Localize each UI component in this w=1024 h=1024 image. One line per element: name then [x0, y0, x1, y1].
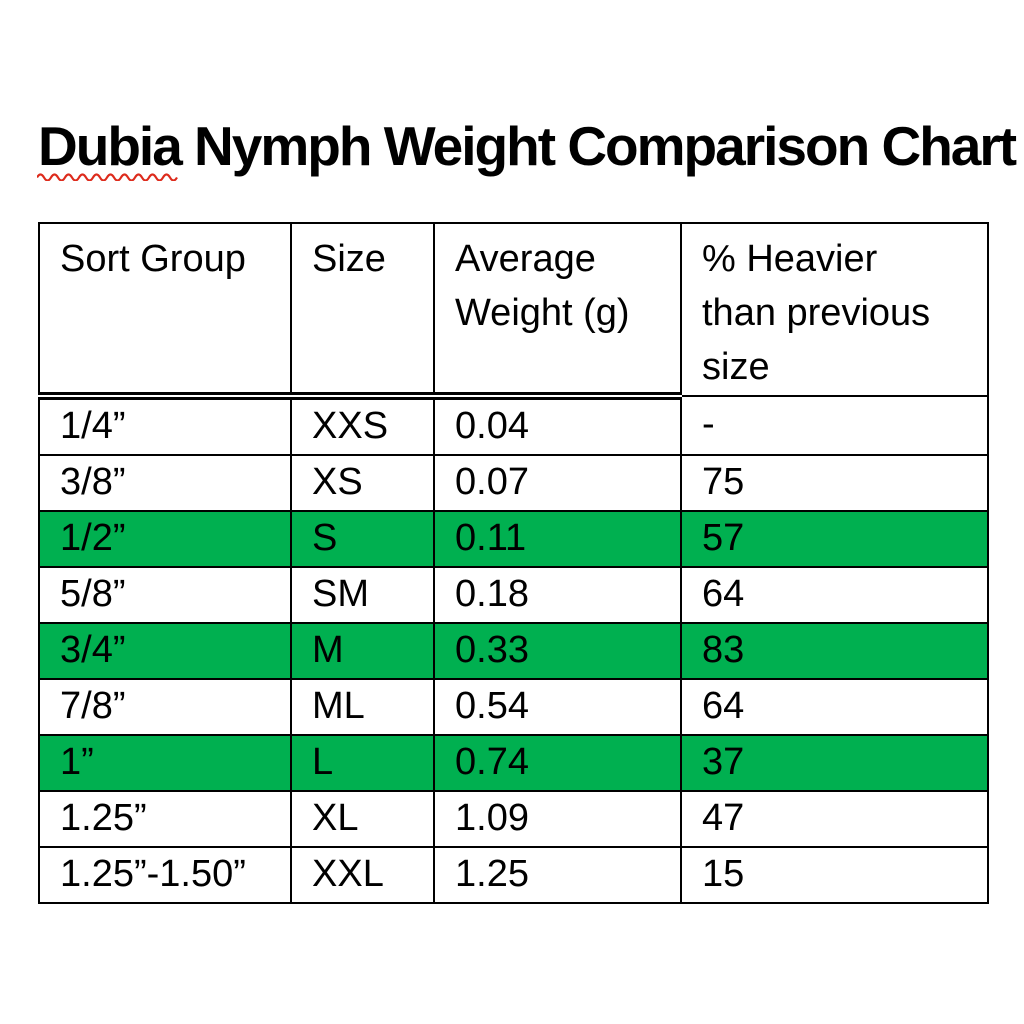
table-row: 1/2” S 0.11 57: [38, 509, 989, 568]
cell-sort-group: 7/8”: [38, 677, 292, 736]
cell-size: SM: [290, 565, 435, 624]
table-row: 1.25”-1.50” XXL 1.25 15: [38, 845, 989, 904]
cell-avg-weight: 0.33: [433, 621, 682, 680]
header-line: Weight (g): [455, 291, 630, 334]
cell-sort-group: 3/8”: [38, 453, 292, 512]
cell-avg-weight: 0.74: [433, 733, 682, 792]
cell-pct-heavier: 75: [680, 453, 989, 512]
header-line: % Heavier: [702, 238, 878, 280]
cell-sort-group: 1/4”: [38, 394, 292, 456]
cell-pct-heavier: -: [680, 394, 989, 456]
table-row: 7/8” ML 0.54 64: [38, 677, 989, 736]
table-row: 1/4” XXS 0.04 -: [38, 394, 989, 456]
cell-size: XXS: [290, 394, 435, 456]
cell-avg-weight: 0.18: [433, 565, 682, 624]
cell-avg-weight: 0.04: [433, 394, 682, 456]
col-header-average-weight: Average Weight (g): [433, 222, 682, 400]
cell-pct-heavier: 15: [680, 845, 989, 904]
cell-size: XXL: [290, 845, 435, 904]
cell-sort-group: 1.25”: [38, 789, 292, 848]
cell-avg-weight: 0.54: [433, 677, 682, 736]
header-line: size: [702, 345, 770, 388]
table-row: 3/8” XS 0.07 75: [38, 453, 989, 512]
cell-pct-heavier: 83: [680, 621, 989, 680]
cell-sort-group: 1/2”: [38, 509, 292, 568]
page-title: Dubia Nymph Weight Comparison Chart: [38, 115, 1017, 177]
spellcheck-squiggle-underline: [37, 173, 178, 181]
header-line: Size: [312, 238, 386, 280]
col-header-pct-heavier: % Heavier than previous size: [680, 222, 989, 397]
weight-comparison-table: Sort Group Size Average Weight (g) % Hea…: [38, 222, 989, 904]
cell-pct-heavier: 64: [680, 677, 989, 736]
cell-avg-weight: 1.09: [433, 789, 682, 848]
cell-sort-group: 1.25”-1.50”: [38, 845, 292, 904]
cell-size: L: [290, 733, 435, 792]
header-line: Average: [455, 238, 596, 280]
header-line: than previous: [702, 291, 931, 334]
cell-sort-group: 3/4”: [38, 621, 292, 680]
cell-size: M: [290, 621, 435, 680]
cell-size: XL: [290, 789, 435, 848]
table-row: 5/8” SM 0.18 64: [38, 565, 989, 624]
cell-sort-group: 1”: [38, 733, 292, 792]
cell-avg-weight: 0.11: [433, 509, 682, 568]
cell-size: S: [290, 509, 435, 568]
table-row: 3/4” M 0.33 83: [38, 621, 989, 680]
table-row: 1” L 0.74 37: [38, 733, 989, 792]
table-header-row: Sort Group Size Average Weight (g) % Hea…: [38, 222, 989, 400]
cell-size: XS: [290, 453, 435, 512]
cell-sort-group: 5/8”: [38, 565, 292, 624]
cell-avg-weight: 0.07: [433, 453, 682, 512]
cell-size: ML: [290, 677, 435, 736]
cell-pct-heavier: 57: [680, 509, 989, 568]
cell-avg-weight: 1.25: [433, 845, 682, 904]
header-line: Sort Group: [60, 238, 246, 280]
cell-pct-heavier: 37: [680, 733, 989, 792]
col-header-sort-group: Sort Group: [38, 222, 292, 400]
col-header-size: Size: [290, 222, 435, 400]
cell-pct-heavier: 64: [680, 565, 989, 624]
table-row: 1.25” XL 1.09 47: [38, 789, 989, 848]
cell-pct-heavier: 47: [680, 789, 989, 848]
